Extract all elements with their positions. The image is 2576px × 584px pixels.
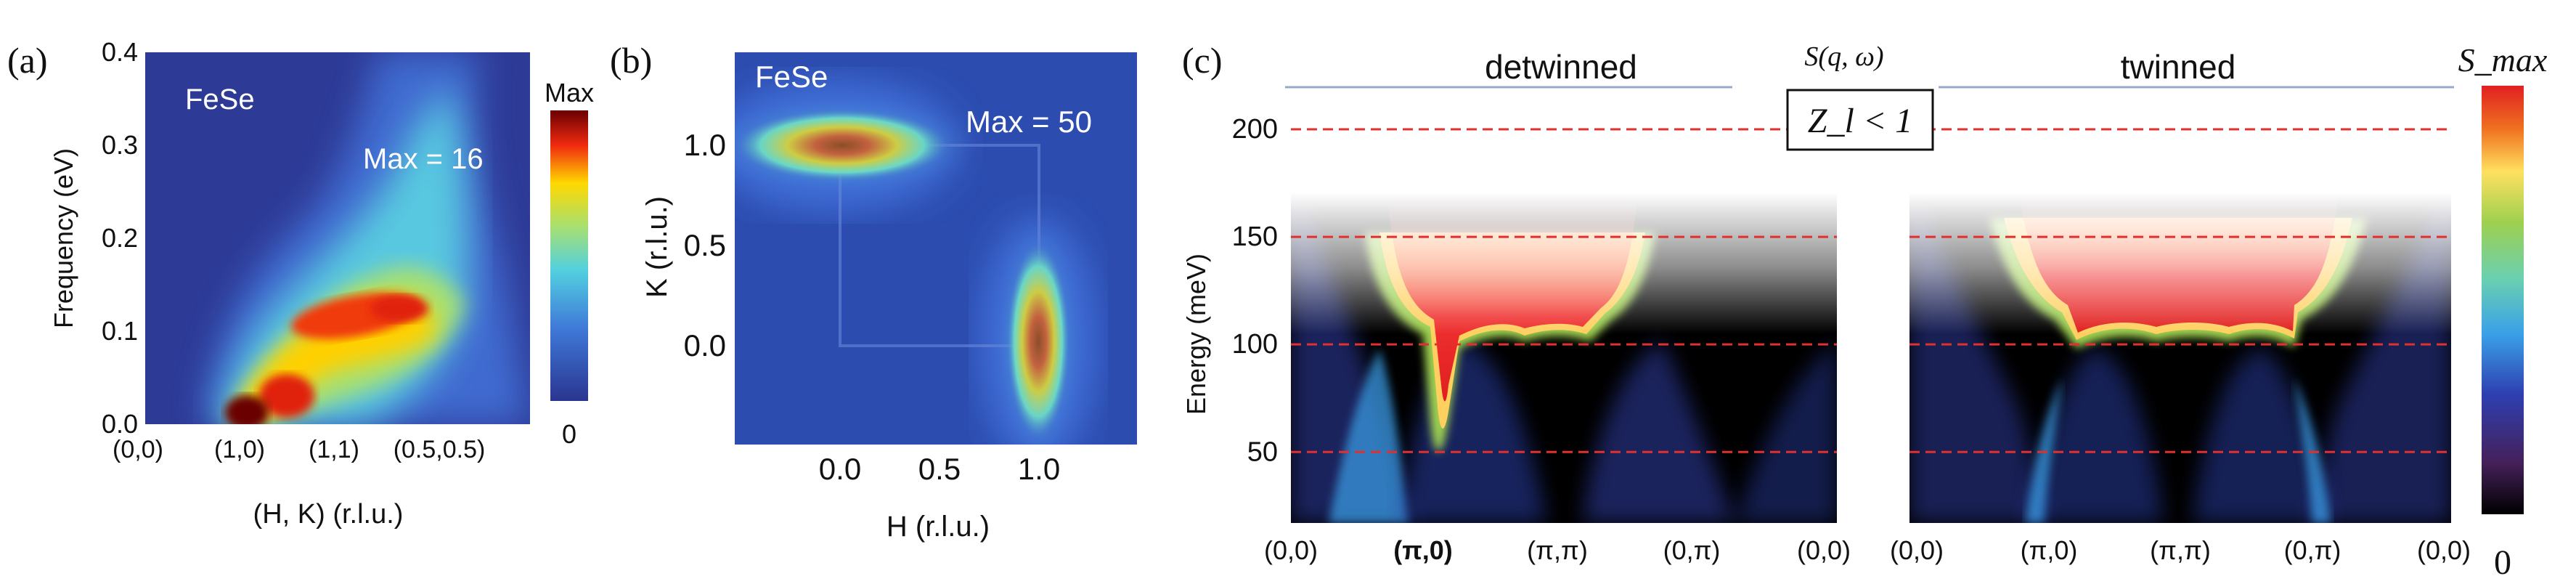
panel-a-y-tick: 0.0 bbox=[102, 409, 138, 439]
panel-c-zl-text: Z_l < 1 bbox=[1808, 102, 1912, 140]
panel-c-x-tick-detwinned: (π,π) bbox=[1527, 535, 1588, 565]
panel-a-x-tick: (1,1) bbox=[309, 436, 359, 463]
panel-b-y-tick: 0.0 bbox=[684, 328, 726, 362]
panel-b-xlabel: H (r.l.u.) bbox=[886, 511, 990, 543]
panel-a-xlabel: (H, K) (r.l.u.) bbox=[253, 499, 404, 530]
panel-c-x-tick-twinned: (π,0) bbox=[2021, 535, 2078, 565]
panel-c-x-tick-detwinned: (0,0) bbox=[1264, 535, 1318, 565]
panel-b-material: FeSe bbox=[755, 60, 828, 94]
panel-c-heatmap-detwinned bbox=[1291, 145, 1837, 523]
panel-c-x-tick-twinned: (0,0) bbox=[2417, 535, 2471, 565]
panel-c-x-tick-detwinned: (0,0) bbox=[1797, 535, 1851, 565]
panel-c-y-ticks: 50 100 150 200 bbox=[1232, 114, 1278, 467]
panel-a-colorbar bbox=[550, 110, 588, 401]
panel-c-title-mid: S(q, ω) bbox=[1804, 41, 1883, 72]
panel-a-y-tick: 0.1 bbox=[102, 316, 138, 346]
panel-b-heatmap bbox=[735, 52, 1137, 445]
panel-a-y-tick: 0.2 bbox=[102, 223, 138, 253]
panel-a-x-tick: (1,0) bbox=[214, 436, 265, 463]
panel-a-max-label: Max = 16 bbox=[363, 143, 484, 175]
panel-a-x-tick: (0,0) bbox=[113, 436, 163, 463]
panel-b-x-ticks: 0.0 0.5 1.0 bbox=[819, 452, 1060, 486]
panel-b-letter: (b) bbox=[610, 40, 652, 81]
panel-a: (a) FeSe Max = 16 Frequency (eV) (H, K) … bbox=[7, 37, 594, 530]
panel-c-colorbar-bottom: 0 bbox=[2494, 543, 2511, 582]
panel-c-dashed-lines bbox=[1291, 128, 2451, 453]
panel-c-x-tick-twinned: (0,0) bbox=[1890, 535, 1944, 565]
panel-a-y-ticks: 0.0 0.1 0.2 0.3 0.4 bbox=[102, 37, 138, 439]
panel-b-x-tick: 1.0 bbox=[1018, 452, 1060, 486]
panel-c-y-tick: 200 bbox=[1232, 114, 1278, 145]
panel-c-x-ticks: (0,0) (π,0) (π,π) (0,π) (0,0) (0,0) (π,0) (π,π)… bbox=[1264, 535, 2471, 565]
panel-b-y-ticks: 0.0 0.5 1.0 bbox=[684, 128, 726, 362]
panel-a-ylabel: Frequency (eV) bbox=[49, 148, 78, 328]
panel-c-colorbar bbox=[2482, 86, 2524, 514]
panel-c-y-tick: 50 bbox=[1247, 437, 1278, 467]
panel-c-zl-box bbox=[1786, 89, 1934, 151]
panel-a-letter: (a) bbox=[7, 40, 48, 81]
panel-a-heatmap bbox=[145, 52, 530, 424]
panel-a-material: FeSe bbox=[185, 84, 255, 115]
panel-c-y-tick: 150 bbox=[1232, 222, 1278, 252]
panel-c-colorbar-top: S_max bbox=[2458, 41, 2548, 78]
panel-b-x-tick: 0.0 bbox=[819, 452, 861, 486]
panel-c-title-right: twinned bbox=[2121, 48, 2236, 86]
panel-c-heatmap-twinned bbox=[1909, 145, 2451, 523]
panel-b-y-tick: 1.0 bbox=[684, 128, 726, 162]
panel-c-ylabel: Energy (meV) bbox=[1181, 254, 1211, 415]
panel-a-y-tick: 0.3 bbox=[102, 130, 138, 160]
panel-b-max-label: Max = 50 bbox=[966, 105, 1092, 139]
panel-c-title-left: detwinned bbox=[1485, 48, 1637, 86]
panel-c-x-tick-detwinned: (π,0) bbox=[1393, 535, 1453, 565]
panel-a-y-tick: 0.4 bbox=[102, 37, 138, 67]
panel-a-x-ticks: (0,0) (1,0) (1,1) (0.5,0.5) bbox=[113, 436, 485, 463]
panel-c-letter: (c) bbox=[1182, 40, 1223, 81]
panel-a-colorbar-top: Max bbox=[545, 78, 594, 108]
panel-b-x-tick: 0.5 bbox=[918, 452, 961, 486]
panel-c: (c) detwinned S(q, ω) twinned bbox=[1181, 40, 2548, 582]
panel-b-y-tick: 0.5 bbox=[684, 228, 726, 262]
panel-c-x-tick-twinned: (0,π) bbox=[2284, 535, 2341, 565]
panel-c-y-tick: 100 bbox=[1232, 329, 1278, 360]
panel-b-ylabel: K (r.l.u.) bbox=[641, 196, 673, 298]
panel-a-x-tick: (0.5,0.5) bbox=[394, 436, 486, 463]
panel-b: (b) FeSe Max = 50 K (r.l.u.) H (r.l.u.) … bbox=[610, 40, 1137, 543]
panel-a-colorbar-bottom: 0 bbox=[562, 419, 576, 449]
panel-c-x-tick-twinned: (π,π) bbox=[2150, 535, 2211, 565]
panel-c-x-tick-detwinned: (0,π) bbox=[1663, 535, 1721, 565]
